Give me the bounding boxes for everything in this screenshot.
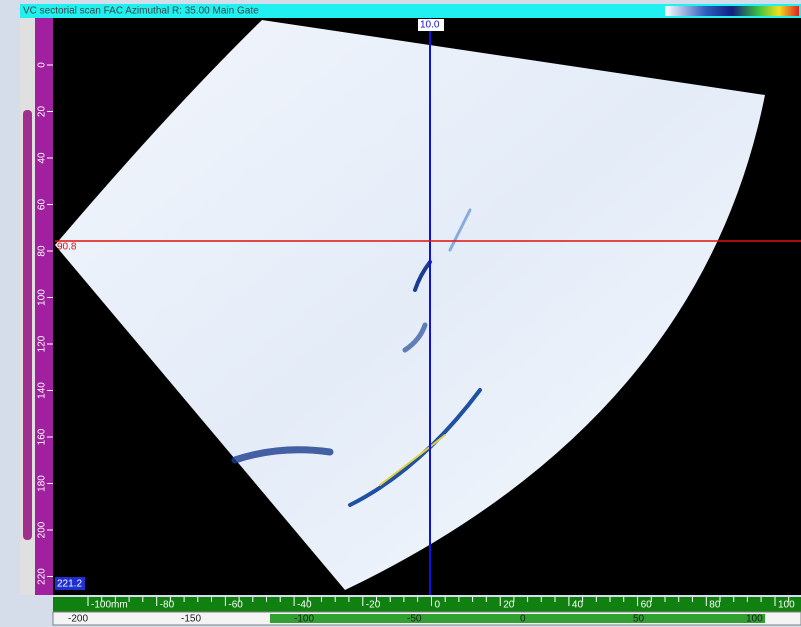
- bottom-ruler-label: 100: [778, 600, 795, 611]
- left-ruler-label: 200: [37, 521, 48, 538]
- index-ruler-label: 0: [520, 614, 526, 625]
- left-ruler-label: 140: [37, 382, 48, 399]
- left-ruler-label: 180: [37, 475, 48, 492]
- scroll-thumb[interactable]: [23, 110, 32, 540]
- bottom-ruler-label: -40: [297, 600, 312, 611]
- depth-label: 221.2: [57, 579, 82, 590]
- horizontal-cursor-label: 90.8: [57, 242, 77, 253]
- left-ruler-label: 160: [37, 428, 48, 445]
- bottom-ruler-label: 20: [503, 600, 515, 611]
- bottom-ruler-label: -100mm: [91, 600, 128, 611]
- index-ruler-label: 100: [746, 614, 763, 625]
- bottom-ruler-label: 60: [641, 600, 653, 611]
- left-ruler-label: 0: [37, 62, 48, 68]
- bottom-ruler-label: -20: [366, 600, 381, 611]
- color-palette: [665, 6, 799, 16]
- title: VC sectorial scan FAC Azimuthal R: 35.00…: [23, 6, 259, 17]
- bottom-ruler-label: 40: [572, 600, 584, 611]
- left-ruler-label: 120: [37, 335, 48, 352]
- bottom-ruler-label: -80: [160, 600, 175, 611]
- left-ruler-label: 100: [37, 289, 48, 306]
- index-ruler-label: -150: [181, 614, 201, 625]
- bottom-ruler-label: 80: [709, 600, 721, 611]
- index-range[interactable]: [270, 614, 765, 623]
- index-ruler-label: -50: [407, 614, 422, 625]
- left-ruler-label: 60: [37, 199, 48, 211]
- left-ruler-label: 220: [37, 568, 48, 585]
- left-ruler-label: 20: [37, 106, 48, 118]
- index-ruler-label: 50: [633, 614, 645, 625]
- bottom-ruler-label: -60: [228, 600, 243, 611]
- scan-window: VC sectorial scan FAC Azimuthal R: 35.00…: [0, 0, 801, 627]
- vertical-cursor-label: 10.0: [420, 20, 440, 31]
- left-ruler-label: 40: [37, 152, 48, 164]
- bottom-ruler-label: 0: [435, 600, 441, 611]
- index-ruler-label: -100: [294, 614, 314, 625]
- left-ruler-label: 80: [37, 245, 48, 257]
- index-ruler-label: -200: [68, 614, 88, 625]
